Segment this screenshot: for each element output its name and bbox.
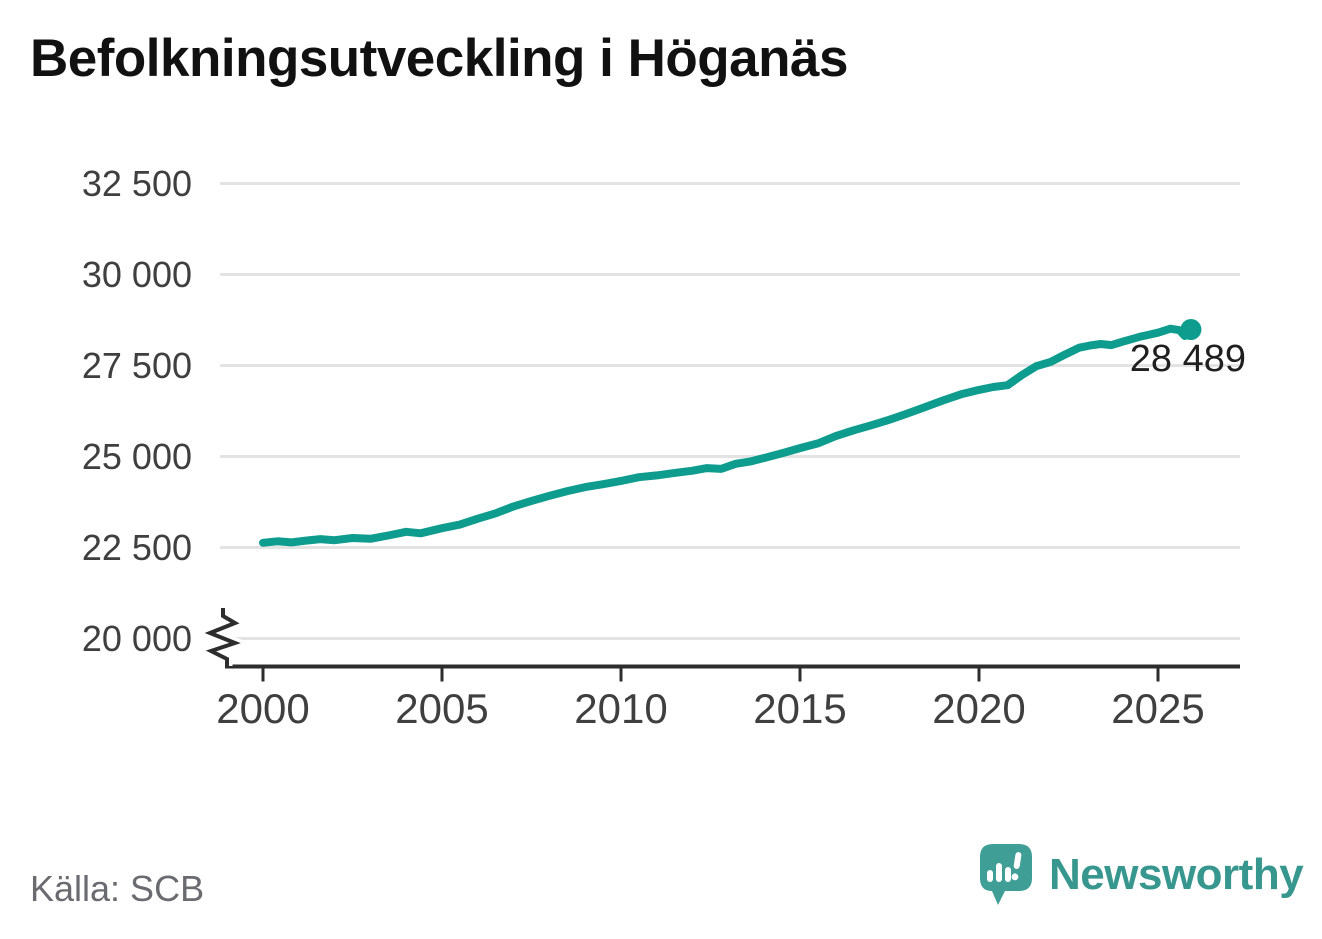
x-tick-label: 2000 [216, 685, 309, 732]
population-line [259, 324, 1195, 547]
last-point-dot [1180, 319, 1202, 341]
x-tick-label: 2005 [395, 685, 488, 732]
newsworthy-brand: Newsworthy [978, 842, 1304, 908]
y-tick-label: 32 500 [82, 163, 192, 204]
logo-bar-2 [996, 863, 1002, 882]
y-tick-label: 22 500 [82, 527, 192, 568]
source-note: Källa: SCB [30, 868, 205, 909]
newsworthy-wordmark: Newsworthy [1049, 850, 1304, 899]
y-tick-label: 27 500 [82, 345, 192, 386]
y-tick-label: 20 000 [82, 618, 192, 659]
x-tick-label: 2010 [574, 685, 667, 732]
y-tick-label: 30 000 [82, 254, 192, 295]
x-tick-label: 2020 [932, 685, 1025, 732]
last-value-label: 28 489 [1130, 338, 1246, 380]
chart-title: Befolkningsutveckling i Höganäs [30, 29, 848, 88]
y-tick-label: 25 000 [82, 436, 192, 477]
logo-bar-1 [987, 870, 993, 882]
logo-exclamation [1011, 852, 1022, 881]
x-tick-label: 2015 [753, 685, 846, 732]
newsworthy-logo-icon [980, 844, 1032, 905]
x-tick-label: 2025 [1111, 685, 1204, 732]
logo-bar-3 [1005, 867, 1011, 882]
axis-break-icon [204, 608, 241, 666]
